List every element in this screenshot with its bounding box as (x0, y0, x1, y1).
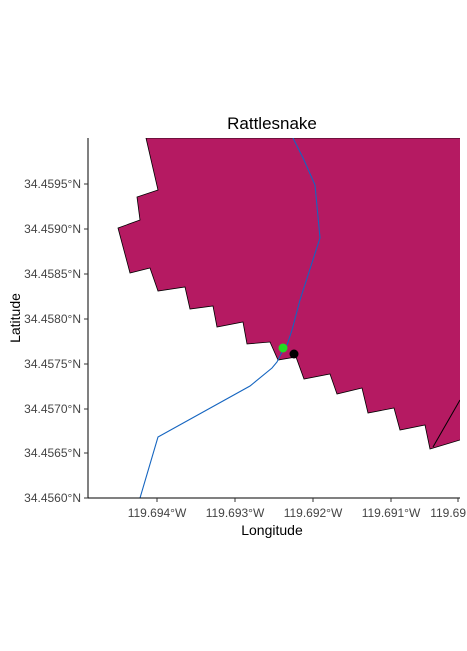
y-tick-label: 34.4570°N (24, 402, 81, 416)
x-axis-title: Longitude (241, 522, 303, 538)
x-tick-label: 119.694°W (128, 506, 187, 520)
y-tick-label: 34.4590°N (24, 222, 81, 236)
stream-line (139, 138, 321, 498)
y-axis-title: Latitude (7, 293, 23, 343)
x-axis-ticks (156, 498, 459, 502)
y-axis-tick-labels: 34.4560°N 34.4565°N 34.4570°N 34.4575°N … (24, 177, 81, 505)
x-tick-label: 119.691°W (362, 506, 421, 520)
x-tick-label: 119.693°W (206, 506, 265, 520)
green-point (278, 343, 288, 353)
y-tick-label: 34.4580°N (24, 312, 81, 326)
y-tick-label: 34.4585°N (24, 267, 81, 281)
y-tick-label: 34.4575°N (24, 357, 81, 371)
x-axis-tick-labels: 119.694°W 119.693°W 119.692°W 119.691°W … (128, 506, 467, 520)
boundary-line (432, 399, 460, 448)
y-tick-label: 34.4595°N (24, 177, 81, 191)
x-tick-label: 119.692°W (284, 506, 343, 520)
x-tick-label: 119.69 (430, 506, 466, 520)
y-tick-label: 34.4560°N (24, 491, 81, 505)
black-point (289, 349, 299, 359)
map-title: Rattlesnake (227, 114, 317, 133)
plot-panel (117, 138, 460, 498)
y-tick-label: 34.4565°N (24, 446, 81, 460)
y-axis-ticks (84, 183, 88, 499)
watershed-polygon (117, 138, 460, 450)
